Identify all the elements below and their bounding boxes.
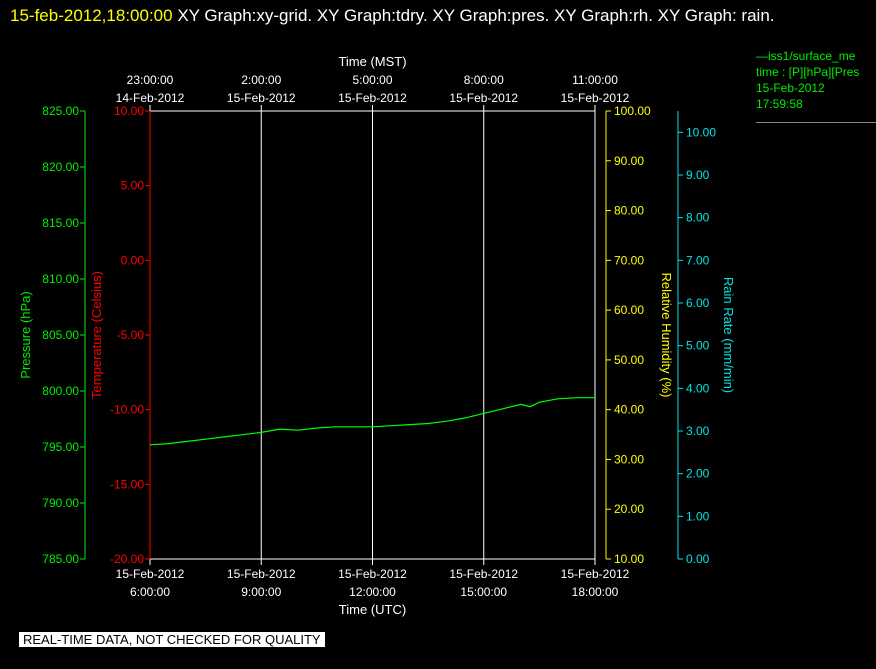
x-tick-label-date: 15-Feb-2012 <box>338 567 407 581</box>
humidity-tick-label: 10.00 <box>614 552 644 566</box>
pressure-tick-label: 800.00 <box>42 384 79 398</box>
x-tick-label-time: 18:00:00 <box>572 585 619 599</box>
rain-tick-label: 1.00 <box>686 509 710 523</box>
pressure-tick-label: 815.00 <box>42 216 79 230</box>
pressure-tick-label: 795.00 <box>42 440 79 454</box>
humidity-tick-label: 40.00 <box>614 403 644 417</box>
timestamp: 15-feb-2012,18:00:00 <box>10 6 173 25</box>
temperature-tick-label: -20.00 <box>110 552 144 566</box>
humidity-axis-label: Relative Humidity (%) <box>659 273 674 398</box>
rain-tick-label: 6.00 <box>686 296 710 310</box>
x-tick-label-date: 15-Feb-2012 <box>449 567 518 581</box>
rain-tick-label: 8.00 <box>686 211 710 225</box>
legend-line: 15-Feb-2012 <box>756 81 825 95</box>
humidity-tick-label: 20.00 <box>614 502 644 516</box>
humidity-tick-label: 90.00 <box>614 154 644 168</box>
x-tick-label-date: 15-Feb-2012 <box>116 567 185 581</box>
rain-tick-label: 7.00 <box>686 253 710 267</box>
x-top-tick-label-date: 15-Feb-2012 <box>227 91 296 105</box>
x-tick-label-date: 15-Feb-2012 <box>561 567 630 581</box>
pressure-tick-label: 825.00 <box>42 104 79 118</box>
pressure-tick-label: 785.00 <box>42 552 79 566</box>
x-top-tick-label-time: 23:00:00 <box>127 73 174 87</box>
pressure-tick-label: 820.00 <box>42 160 79 174</box>
temperature-axis-label: Temperature (Celsius) <box>89 271 104 399</box>
rain-tick-label: 5.00 <box>686 339 710 353</box>
series-line-pressure <box>149 397 595 446</box>
humidity-tick-label: 100.00 <box>614 104 651 118</box>
pressure-tick-label: 810.00 <box>42 272 79 286</box>
humidity-tick-label: 50.00 <box>614 353 644 367</box>
x-top-tick-label-time: 5:00:00 <box>352 73 392 87</box>
humidity-tick-label: 80.00 <box>614 204 644 218</box>
temperature-tick-label: 5.00 <box>121 179 145 193</box>
legend-line: —iss1/surface_me <box>756 49 856 63</box>
humidity-tick-label: 70.00 <box>614 253 644 267</box>
temperature-tick-label: -15.00 <box>110 477 144 491</box>
x-top-tick-label-date: 15-Feb-2012 <box>449 91 518 105</box>
x-top-tick-label-date: 14-Feb-2012 <box>116 91 185 105</box>
x-axis-label-top: Time (MST) <box>338 54 406 69</box>
temperature-tick-label: 0.00 <box>121 253 145 267</box>
rain-tick-label: 0.00 <box>686 552 710 566</box>
x-tick-label-time: 15:00:00 <box>460 585 507 599</box>
x-top-tick-label-time: 8:00:00 <box>464 73 504 87</box>
rain-tick-label: 10.00 <box>686 125 716 139</box>
rain-tick-label: 9.00 <box>686 168 710 182</box>
legend-line: time : [P][hPa][Pres <box>756 65 860 79</box>
x-tick-label-time: 9:00:00 <box>241 585 281 599</box>
rain-tick-label: 4.00 <box>686 381 710 395</box>
rain-axis-label: Rain Rate (mm/min) <box>721 277 736 393</box>
temperature-tick-label: 10.00 <box>114 104 144 118</box>
temperature-tick-label: -10.00 <box>110 403 144 417</box>
rain-tick-label: 2.00 <box>686 467 710 481</box>
x-top-tick-label-time: 11:00:00 <box>572 73 618 87</box>
humidity-tick-label: 30.00 <box>614 452 644 466</box>
x-axis-label-bottom: Time (UTC) <box>339 602 406 617</box>
x-tick-label-time: 6:00:00 <box>130 585 170 599</box>
temperature-tick-label: -5.00 <box>117 328 145 342</box>
graph-list: XY Graph:xy-grid. XY Graph:tdry. XY Grap… <box>177 6 775 25</box>
x-tick-label-time: 12:00:00 <box>349 585 396 599</box>
quality-notice: REAL-TIME DATA, NOT CHECKED FOR QUALITY <box>19 632 325 647</box>
x-top-tick-label-date: 15-Feb-2012 <box>338 91 407 105</box>
rain-tick-label: 3.00 <box>686 424 710 438</box>
legend-line: 17:59:58 <box>756 97 803 111</box>
x-tick-label-date: 15-Feb-2012 <box>227 567 296 581</box>
chart-title: 15-feb-2012,18:00:00 XY Graph:xy-grid. X… <box>10 2 866 30</box>
x-top-tick-label-time: 2:00:00 <box>241 73 281 87</box>
pressure-tick-label: 805.00 <box>42 328 79 342</box>
humidity-tick-label: 60.00 <box>614 303 644 317</box>
x-top-tick-label-date: 15-Feb-2012 <box>561 91 630 105</box>
legend: —iss1/surface_me time : [P][hPa][Pres 15… <box>756 48 876 123</box>
pressure-tick-label: 790.00 <box>42 496 79 510</box>
pressure-axis-label: Pressure (hPa) <box>18 291 33 378</box>
